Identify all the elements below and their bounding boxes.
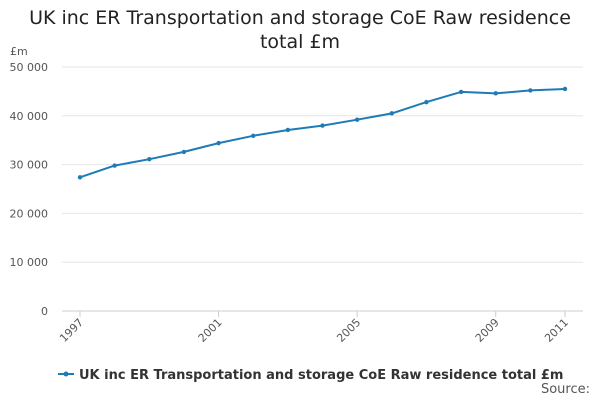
data-point (458, 89, 464, 95)
data-point (389, 111, 394, 116)
data-point (528, 88, 533, 93)
data-point (493, 91, 498, 96)
series-line (79, 88, 566, 179)
x-tick-label: 2001 (196, 316, 225, 345)
x-tick-label: 2005 (334, 316, 363, 345)
data-point (77, 175, 83, 180)
data-point (216, 140, 221, 146)
data-point (251, 133, 256, 139)
y-axis-label: £m (10, 45, 28, 58)
y-tick-label: 0 (41, 305, 48, 318)
y-tick-label: 20 000 (10, 207, 49, 220)
y-tick-label: 10 000 (10, 256, 49, 269)
legend-marker (63, 371, 69, 377)
data-point (562, 86, 568, 92)
data-point (320, 123, 325, 128)
data-point (285, 127, 291, 133)
data-point (354, 117, 360, 122)
y-tick-label: 40 000 (10, 110, 49, 123)
x-tick-label: 1997 (57, 316, 86, 345)
data-point (147, 157, 152, 162)
source-label: Source: (541, 382, 590, 397)
data-point (181, 149, 187, 155)
y-tick-label: 30 000 (10, 159, 49, 172)
x-tick-label: 2011 (542, 316, 571, 345)
y-tick-label: 50 000 (10, 61, 49, 74)
data-point (112, 163, 117, 168)
chart-title: UK inc ER Transportation and storage CoE… (29, 7, 571, 53)
legend-label: UK inc ER Transportation and storage CoE… (79, 368, 563, 383)
x-tick-label: 2009 (473, 316, 502, 345)
data-point (424, 99, 429, 105)
